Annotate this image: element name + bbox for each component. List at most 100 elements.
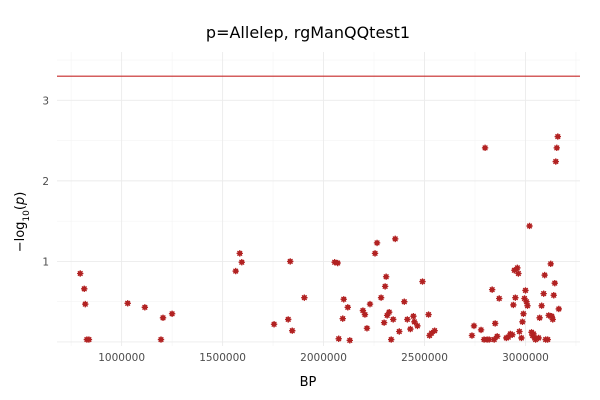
data-point <box>238 259 245 266</box>
data-point <box>414 322 421 330</box>
data-point <box>491 320 499 327</box>
y-axis-title: −log10(p) <box>13 192 32 253</box>
y-axis-title-open-paren: ( <box>13 205 28 210</box>
data-point <box>346 337 353 344</box>
data-point <box>410 312 417 320</box>
data-point <box>366 300 374 308</box>
data-point <box>392 235 399 243</box>
data-point <box>488 286 496 293</box>
x-axis-ticks: 1000000 1500000 2000000 2500000 3000000 <box>98 352 549 364</box>
x-tick-label: 1500000 <box>199 352 246 364</box>
data-point <box>510 301 517 309</box>
data-point <box>301 294 308 301</box>
data-point <box>541 271 548 279</box>
data-point <box>168 310 176 317</box>
x-tick-label: 2500000 <box>401 352 448 364</box>
data-point <box>404 316 411 323</box>
data-point <box>553 144 560 152</box>
data-point <box>380 319 388 326</box>
data-point <box>407 325 414 333</box>
x-axis-title: BP <box>300 375 317 390</box>
data-point <box>335 335 342 342</box>
data-point <box>287 258 294 265</box>
data-point <box>334 259 341 267</box>
data-point <box>81 285 88 293</box>
data-point <box>468 332 476 339</box>
x-tick-label: 3000000 <box>502 352 549 364</box>
data-point <box>159 314 167 322</box>
data-point <box>554 133 561 140</box>
y-tick-label: 1 <box>42 256 49 268</box>
data-point <box>496 295 503 302</box>
data-point <box>512 294 519 301</box>
data-point <box>520 310 527 317</box>
data-point <box>371 250 379 257</box>
data-point <box>536 314 543 322</box>
data-point <box>551 279 558 287</box>
data-point <box>494 333 501 340</box>
data-point <box>385 308 393 316</box>
data-point <box>396 328 403 335</box>
data-point <box>550 292 557 299</box>
data-point <box>538 302 545 309</box>
data-point <box>485 336 493 343</box>
data-point <box>470 322 478 330</box>
x-tick-label: 1000000 <box>98 352 145 364</box>
data-point <box>514 264 521 272</box>
x-tick-label: 2000000 <box>300 352 347 364</box>
data-point <box>555 305 562 313</box>
data-point <box>157 336 165 343</box>
data-point <box>516 328 523 335</box>
data-point <box>509 331 516 338</box>
data-point <box>549 316 556 323</box>
data-point <box>431 327 438 334</box>
data-point <box>477 326 485 334</box>
data-point <box>377 294 385 301</box>
data-point <box>515 270 522 277</box>
data-point <box>390 316 397 323</box>
y-axis-title-close-paren: ) <box>13 192 28 197</box>
y-tick-label: 3 <box>42 95 49 107</box>
data-point <box>535 334 542 342</box>
grid <box>57 52 580 346</box>
data-point <box>552 158 559 165</box>
data-point <box>344 304 351 311</box>
data-point <box>547 260 554 268</box>
data-point <box>373 239 381 247</box>
data-point <box>401 298 408 305</box>
data-point <box>524 302 531 309</box>
data-point <box>124 300 131 307</box>
data-point <box>361 311 369 318</box>
data-point <box>141 304 149 311</box>
data-point <box>381 283 389 290</box>
chart-title: p=Allelep, rgManQQtest1 <box>206 23 410 42</box>
data-point <box>85 336 93 343</box>
data-point <box>387 336 395 343</box>
y-axis-title-subscript: 10 <box>22 210 32 222</box>
data-point <box>518 334 525 342</box>
data-point <box>419 278 426 285</box>
data-point <box>522 287 529 294</box>
data-point <box>340 296 347 303</box>
data-point <box>481 144 489 152</box>
y-tick-label: 2 <box>42 176 49 188</box>
data-points <box>77 133 562 344</box>
data-point <box>425 311 432 318</box>
data-point <box>544 336 551 343</box>
data-point <box>519 318 526 326</box>
data-point <box>411 318 418 326</box>
data-point <box>82 300 89 308</box>
data-point <box>382 273 390 280</box>
data-point <box>77 270 84 277</box>
data-point <box>270 321 278 328</box>
y-axis-ticks: 1 2 3 <box>42 95 49 268</box>
y-axis-title-arg: p <box>13 197 28 206</box>
y-axis-title-prefix: −log <box>13 222 28 253</box>
data-point <box>526 222 533 230</box>
data-point <box>359 307 367 314</box>
data-point <box>236 250 243 257</box>
data-point <box>285 316 292 323</box>
data-point <box>289 327 296 334</box>
data-point <box>363 325 371 332</box>
